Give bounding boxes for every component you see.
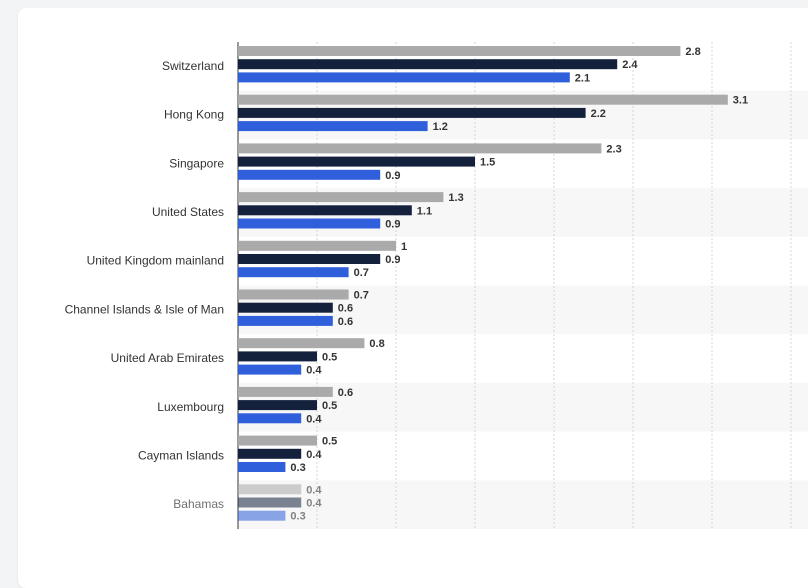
category-label: Bahamas xyxy=(173,497,224,511)
data-label: 0.7 xyxy=(354,290,369,302)
bar xyxy=(238,364,302,375)
data-label: 0.4 xyxy=(306,365,322,377)
bar xyxy=(238,156,475,167)
category-label: United States xyxy=(152,205,224,219)
data-label: 1.1 xyxy=(417,205,432,217)
data-label: 1.5 xyxy=(480,157,495,169)
bar xyxy=(238,267,349,278)
data-label: 0.4 xyxy=(306,449,322,461)
bar xyxy=(238,192,444,203)
bar xyxy=(238,338,365,349)
bar xyxy=(238,386,333,397)
data-label: 0.4 xyxy=(306,484,322,496)
data-label: 0.4 xyxy=(306,413,322,425)
category-label: United Arab Emirates xyxy=(111,351,224,365)
data-label: 0.4 xyxy=(306,498,322,510)
data-label: 0.5 xyxy=(322,436,337,448)
bar xyxy=(238,497,302,508)
bar xyxy=(238,169,381,180)
bar xyxy=(238,315,333,326)
category-label: Hong Kong xyxy=(164,108,224,122)
bar xyxy=(238,302,333,313)
bar xyxy=(238,254,381,264)
bar xyxy=(238,413,302,424)
bar xyxy=(238,484,302,495)
data-label: 0.6 xyxy=(338,316,353,328)
bar xyxy=(238,94,728,105)
bar xyxy=(238,72,570,83)
category-label: Switzerland xyxy=(162,59,224,73)
band-background xyxy=(238,382,808,432)
bar xyxy=(238,205,412,216)
data-label: 2.3 xyxy=(606,143,621,155)
bar xyxy=(238,121,428,132)
bar xyxy=(238,448,302,459)
bar xyxy=(238,462,286,472)
band-background xyxy=(238,480,808,529)
category-label: Cayman Islands xyxy=(138,448,224,462)
data-label: 2.1 xyxy=(575,72,590,84)
data-label: 0.7 xyxy=(354,267,369,279)
data-label: 0.3 xyxy=(290,511,305,523)
bar xyxy=(238,400,317,411)
data-label: 2.4 xyxy=(622,59,638,71)
data-label: 3.1 xyxy=(733,95,748,107)
bar xyxy=(238,435,317,446)
bar xyxy=(238,46,681,56)
data-label: 1 xyxy=(401,241,407,253)
data-label: 1.2 xyxy=(433,121,448,133)
data-label: 0.6 xyxy=(338,387,353,399)
bar xyxy=(238,143,602,154)
bar xyxy=(238,510,286,521)
data-label: 0.5 xyxy=(322,351,337,363)
bar xyxy=(238,351,317,362)
bar xyxy=(238,218,381,229)
category-label: United Kingdom mainland xyxy=(87,254,224,268)
bar xyxy=(238,289,349,300)
data-label: 0.9 xyxy=(385,170,400,182)
bar xyxy=(238,240,396,251)
data-label: 0.8 xyxy=(369,338,384,350)
data-label: 0.6 xyxy=(338,303,353,315)
category-label: Singapore xyxy=(169,156,224,170)
category-label: Luxembourg xyxy=(157,400,224,414)
bar xyxy=(238,59,618,70)
data-label: 2.8 xyxy=(685,46,700,58)
data-label: 0.5 xyxy=(322,400,337,412)
data-label: 1.3 xyxy=(448,192,463,204)
data-label: 0.9 xyxy=(385,219,400,231)
category-label: Channel Islands & Isle of Man xyxy=(65,302,224,316)
data-label: 0.9 xyxy=(385,254,400,266)
data-label: 0.3 xyxy=(290,462,305,474)
data-label: 2.2 xyxy=(591,108,606,120)
bar xyxy=(238,107,586,118)
